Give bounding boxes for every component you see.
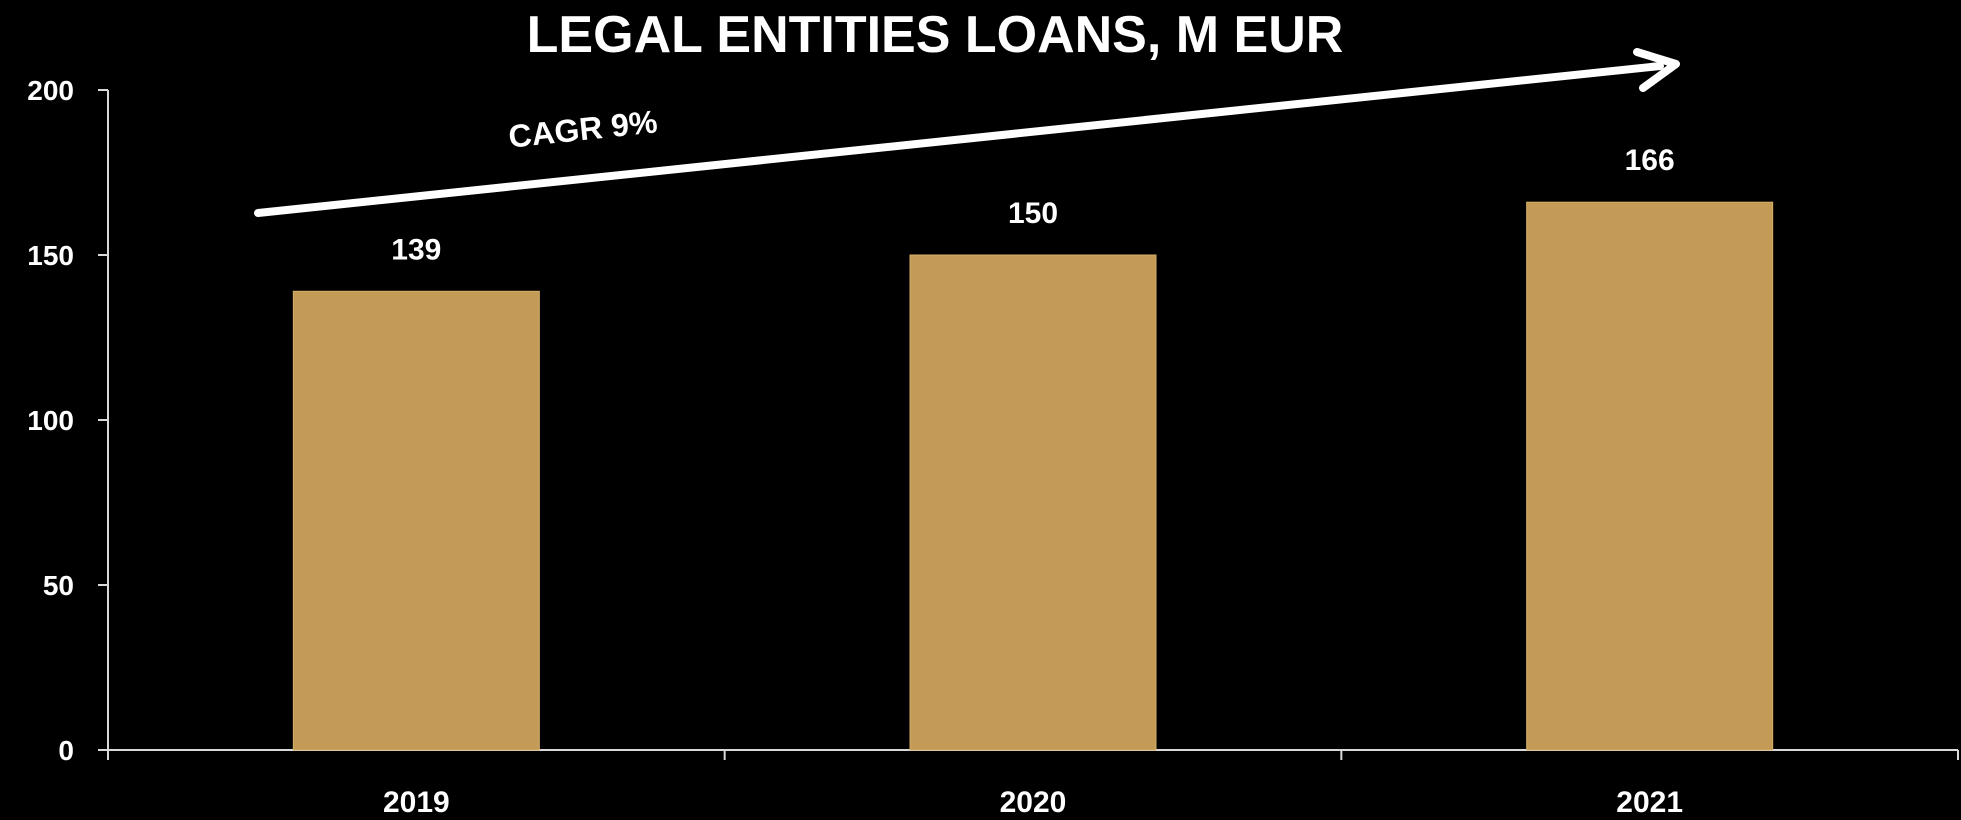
x-tick-label: 2019 [383,786,450,819]
bar-2020 [909,254,1157,751]
bar-2021 [1526,201,1774,751]
chart-title: LEGAL ENTITIES LOANS, M EUR [527,6,1344,64]
cagr-annotation: CAGR 9% [507,103,659,154]
x-tick-label: 2020 [1000,786,1067,819]
data-label-2021: 166 [1625,144,1675,177]
y-tick-label: 0 [58,735,74,766]
y-axis: 0 50 100 150 200 [27,75,109,766]
x-tick-label: 2021 [1616,786,1683,819]
data-label-2019: 139 [391,233,441,266]
y-tick-label: 150 [27,240,74,271]
y-tick-label: 100 [27,405,74,436]
y-tick-label: 50 [43,570,74,601]
bars [292,201,1774,751]
trend-arrow-line [254,62,1664,217]
y-tick-label: 200 [27,75,74,106]
cagr-trend-arrow: CAGR 9% [254,48,1680,217]
data-label-2020: 150 [1008,197,1058,230]
x-axis: 2019 2020 2021 [107,749,1959,819]
data-labels: 139 150 166 [391,144,1674,266]
bar-2019 [292,290,540,751]
trend-arrow-head [1633,48,1680,92]
